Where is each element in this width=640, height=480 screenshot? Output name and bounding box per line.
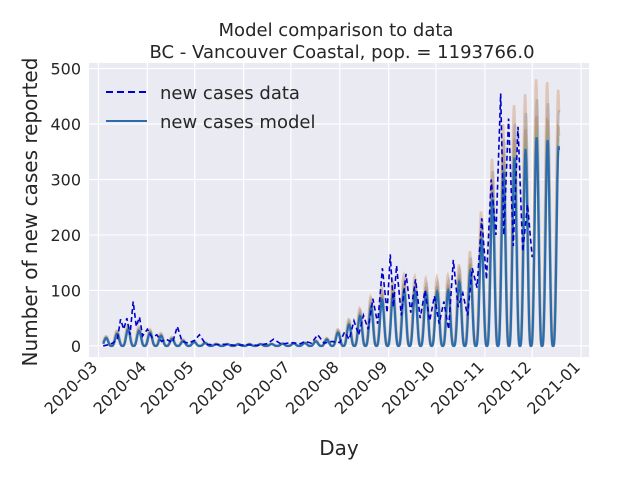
series-line-model	[102, 137, 561, 348]
legend-label-data: new cases data	[160, 83, 300, 104]
chart-title-line2: BC - Vancouver Coastal, pop. = 1193766.0	[149, 42, 534, 63]
y-tick-label: 500	[50, 60, 81, 79]
y-tick-label: 100	[50, 281, 81, 300]
y-tick-label: 400	[50, 115, 81, 134]
legend-label-model: new cases model	[160, 112, 315, 133]
x-axis-label: Day	[319, 436, 359, 460]
y-axis-label: Number of new cases reported	[18, 58, 42, 367]
y-tick-label: 300	[50, 170, 81, 189]
y-tick-label: 0	[71, 337, 81, 356]
series-line-data	[103, 93, 534, 347]
y-tick-labels: 0 100 200 300 400 500	[50, 60, 81, 356]
y-tick-label: 200	[50, 226, 81, 245]
legend: new cases data new cases model	[106, 83, 315, 133]
chart-title-line1: Model comparison to data	[219, 20, 454, 41]
series-layer	[102, 93, 561, 348]
